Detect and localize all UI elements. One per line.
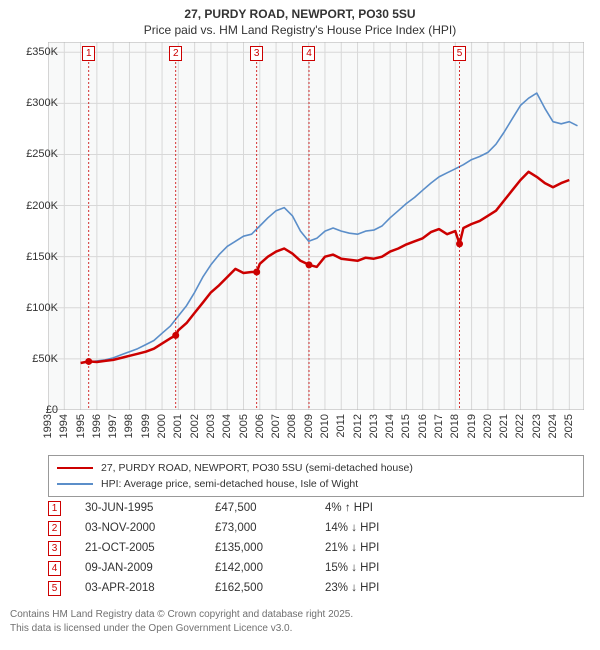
transaction-date: 03-APR-2018	[85, 582, 215, 594]
transaction-marker: 4	[48, 561, 61, 576]
x-tick-label: 2007	[270, 414, 282, 438]
x-tick-label: 2001	[172, 414, 184, 438]
x-tick-label: 2018	[449, 414, 461, 438]
y-tick-label: £350K	[26, 46, 58, 58]
transaction-price: £162,500	[215, 582, 325, 594]
sale-marker: 2	[169, 46, 182, 61]
transaction-marker: 5	[48, 581, 61, 596]
x-tick-label: 2000	[156, 414, 168, 438]
x-tick-label: 2023	[531, 414, 543, 438]
transaction-marker: 3	[48, 541, 61, 556]
transaction-date: 30-JUN-1995	[85, 502, 215, 514]
x-tick-label: 2003	[205, 414, 217, 438]
title-line-1: 27, PURDY ROAD, NEWPORT, PO30 5SU	[0, 6, 600, 22]
transaction-price: £135,000	[215, 542, 325, 554]
title-line-2: Price paid vs. HM Land Registry's House …	[0, 22, 600, 38]
transaction-row: 2 03-NOV-2000£73,00014% ↓ HPI	[48, 518, 584, 538]
y-tick-label: £100K	[26, 302, 58, 314]
sale-marker: 4	[302, 46, 315, 61]
legend-label: 27, PURDY ROAD, NEWPORT, PO30 5SU (semi-…	[101, 462, 413, 474]
x-tick-label: 2002	[189, 414, 201, 438]
transaction-diff: 21% ↓ HPI	[325, 542, 455, 554]
x-tick-label: 2024	[547, 414, 559, 438]
legend-row: 27, PURDY ROAD, NEWPORT, PO30 5SU (semi-…	[57, 460, 575, 476]
x-tick-label: 2025	[563, 414, 575, 438]
x-tick-label: 2016	[417, 414, 429, 438]
footer-line-2: This data is licensed under the Open Gov…	[10, 622, 353, 636]
transaction-price: £142,000	[215, 562, 325, 574]
x-tick-label: 2021	[498, 414, 510, 438]
x-tick-label: 2020	[482, 414, 494, 438]
x-tick-label: 1993	[42, 414, 54, 438]
footer-line-1: Contains HM Land Registry data © Crown c…	[10, 608, 353, 622]
transaction-row: 5 03-APR-2018£162,50023% ↓ HPI	[48, 578, 584, 598]
transaction-row: 1 30-JUN-1995£47,5004% ↑ HPI	[48, 498, 584, 518]
y-tick-label: £300K	[26, 97, 58, 109]
title-block: 27, PURDY ROAD, NEWPORT, PO30 5SU Price …	[0, 0, 600, 38]
transaction-diff: 14% ↓ HPI	[325, 522, 455, 534]
y-tick-label: £250K	[26, 148, 58, 160]
transaction-marker: 2	[48, 521, 61, 536]
x-tick-label: 2013	[368, 414, 380, 438]
legend: 27, PURDY ROAD, NEWPORT, PO30 5SU (semi-…	[48, 455, 584, 497]
x-tick-label: 2022	[514, 414, 526, 438]
transaction-date: 09-JAN-2009	[85, 562, 215, 574]
transaction-date: 21-OCT-2005	[85, 542, 215, 554]
legend-row: HPI: Average price, semi-detached house,…	[57, 476, 575, 492]
x-tick-label: 2012	[352, 414, 364, 438]
chart-area	[48, 42, 584, 410]
legend-swatch	[57, 483, 93, 485]
transaction-diff: 15% ↓ HPI	[325, 562, 455, 574]
x-tick-label: 2008	[286, 414, 298, 438]
y-tick-label: £50K	[32, 353, 58, 365]
x-tick-label: 2005	[238, 414, 250, 438]
x-tick-label: 2009	[303, 414, 315, 438]
x-tick-label: 1996	[91, 414, 103, 438]
transaction-price: £47,500	[215, 502, 325, 514]
x-tick-label: 2011	[335, 414, 347, 438]
chart-svg	[48, 42, 584, 410]
x-tick-label: 1997	[107, 414, 119, 438]
x-tick-label: 2017	[433, 414, 445, 438]
x-tick-label: 1994	[58, 414, 70, 438]
x-tick-label: 1998	[123, 414, 135, 438]
x-tick-label: 1995	[75, 414, 87, 438]
transaction-date: 03-NOV-2000	[85, 522, 215, 534]
x-tick-label: 2019	[466, 414, 478, 438]
transaction-price: £73,000	[215, 522, 325, 534]
x-tick-label: 2006	[254, 414, 266, 438]
sale-marker: 3	[250, 46, 263, 61]
transaction-diff: 4% ↑ HPI	[325, 502, 455, 514]
sale-marker: 1	[82, 46, 95, 61]
transaction-row: 4 09-JAN-2009£142,00015% ↓ HPI	[48, 558, 584, 578]
transaction-marker: 1	[48, 501, 61, 516]
transaction-diff: 23% ↓ HPI	[325, 582, 455, 594]
footer: Contains HM Land Registry data © Crown c…	[10, 608, 353, 635]
x-tick-label: 2015	[400, 414, 412, 438]
legend-label: HPI: Average price, semi-detached house,…	[101, 478, 358, 490]
y-tick-label: £200K	[26, 200, 58, 212]
x-tick-label: 1999	[140, 414, 152, 438]
transaction-table: 130-JUN-1995£47,5004% ↑ HPI203-NOV-2000£…	[48, 498, 584, 598]
legend-swatch	[57, 467, 93, 470]
sale-marker: 5	[453, 46, 466, 61]
chart-container: 27, PURDY ROAD, NEWPORT, PO30 5SU Price …	[0, 0, 600, 650]
x-tick-label: 2010	[319, 414, 331, 438]
transaction-row: 3 21-OCT-2005£135,00021% ↓ HPI	[48, 538, 584, 558]
x-tick-label: 2014	[384, 414, 396, 438]
x-tick-label: 2004	[221, 414, 233, 438]
y-tick-label: £150K	[26, 251, 58, 263]
